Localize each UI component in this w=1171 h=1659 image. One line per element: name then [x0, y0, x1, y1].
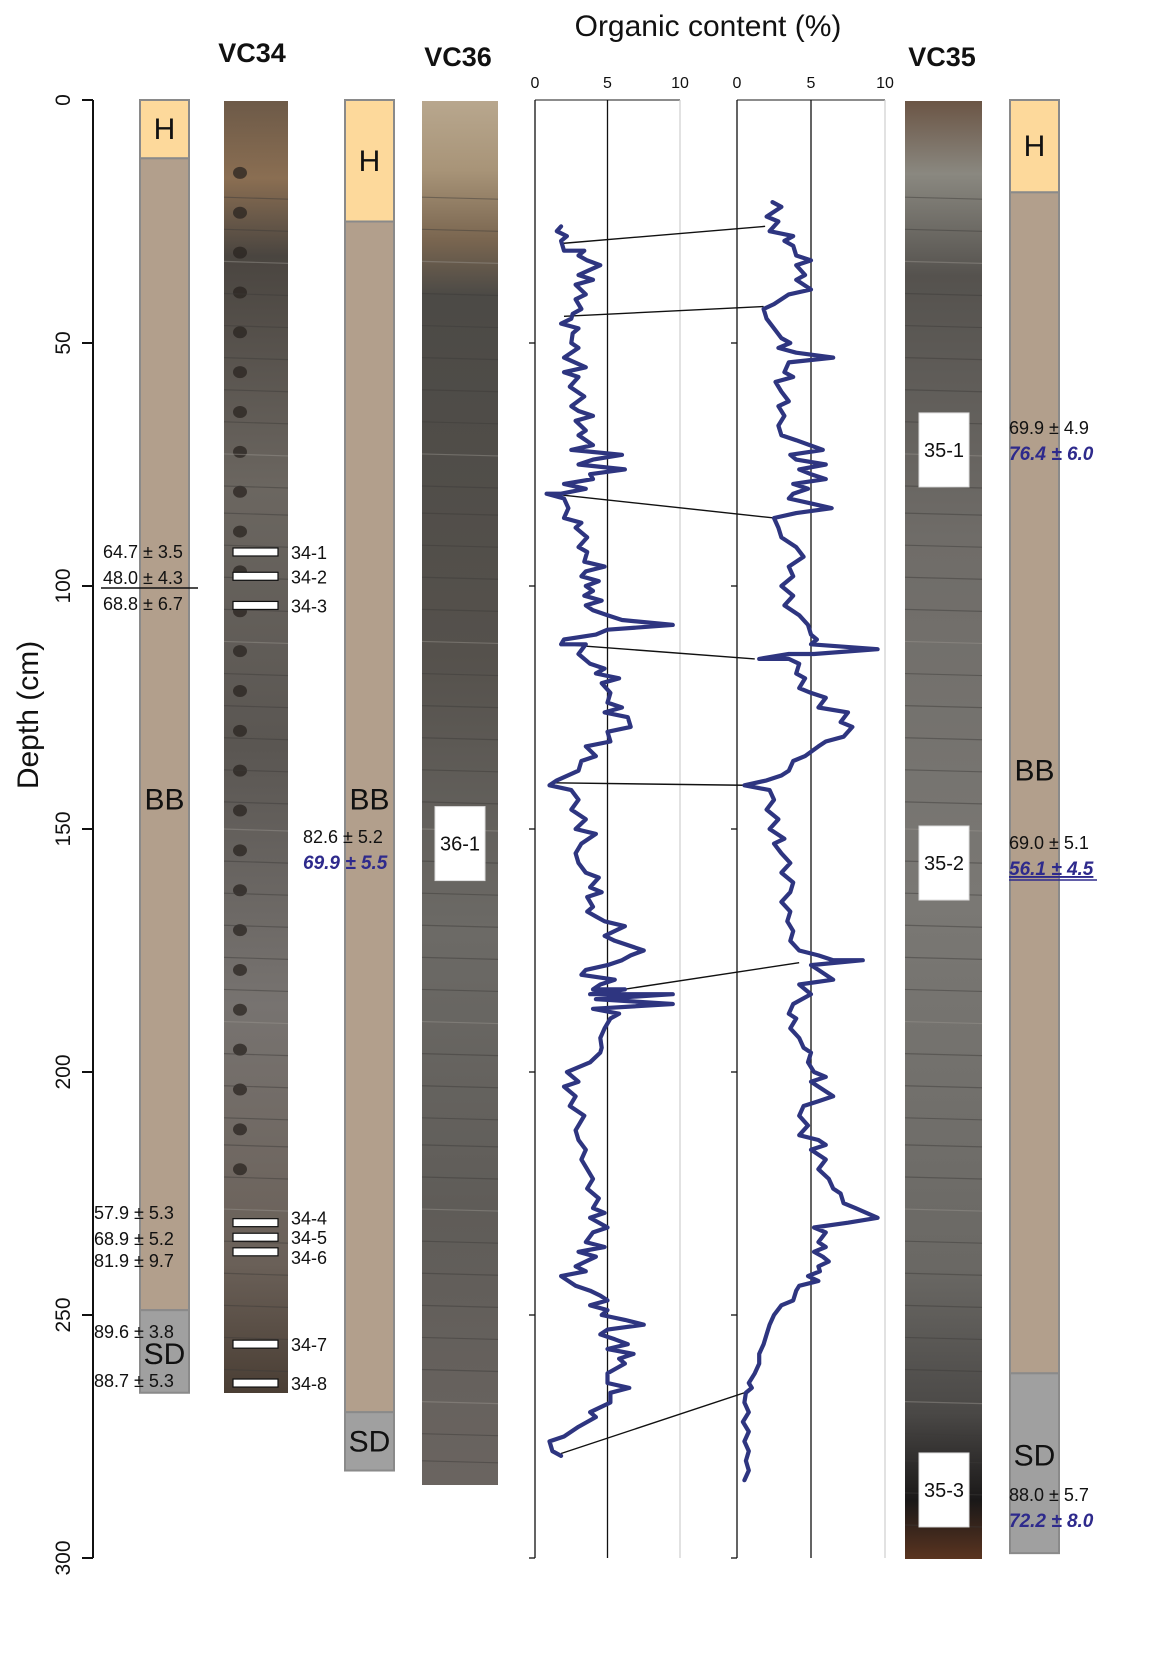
unit-block-sd	[344, 1411, 395, 1472]
annotation-vc35-a1: 69.9 ± 4.9	[1009, 418, 1089, 438]
sample-label: 34-1	[291, 543, 327, 563]
unit-block-bb	[139, 157, 190, 1312]
organic-content-curve-vc35	[740, 200, 880, 1483]
annotation-vc36-a1: 82.6 ± 5.2	[303, 827, 383, 847]
sample-label: 34-5	[291, 1228, 327, 1248]
core-title-vc34: VC34	[218, 38, 286, 68]
x-tick-label: 0	[531, 75, 540, 92]
sample-boxes: 36-1 35-1 35-2 35-3	[434, 412, 970, 1528]
unit-label-bb: BB	[349, 784, 389, 817]
unit-block-bb	[344, 220, 395, 1414]
unit-columns: H BB SD H BB SD H BB SD	[139, 99, 1060, 1555]
organic-content-curve-vc36	[544, 224, 675, 1459]
sample-label: 34-3	[291, 596, 327, 616]
annotation-vc34-b2: 68.9 ± 5.2	[94, 1229, 174, 1249]
annotation-vc34-a3: 68.8 ± 6.7	[103, 594, 183, 614]
sample-label: 34-7	[291, 1335, 327, 1355]
annotation-vc36-a2: 69.9 ± 5.5	[303, 853, 388, 874]
x-tick-label: 0	[733, 75, 742, 92]
core-photo-vc34	[224, 101, 288, 1393]
unit-label-h: H	[154, 113, 176, 146]
chart-title: Organic content (%)	[575, 10, 842, 43]
y-tick-label: 300	[52, 1540, 75, 1575]
annotation-vc34-c1: 89.6 ± 3.8	[94, 1322, 174, 1342]
tie-line	[562, 225, 766, 245]
annotation-vc34-c2: 88.7 ± 5.3	[94, 1371, 174, 1391]
annotation-vc35-b2: 56.1 ± 4.5	[1009, 859, 1094, 880]
y-tick-label: 100	[52, 568, 75, 603]
unit-block-bb	[1009, 191, 1060, 1375]
unit-label-sd: SD	[349, 1425, 391, 1458]
sample-box-label: 35-2	[924, 853, 964, 875]
sample-box	[434, 806, 486, 882]
annotation-vc35-c2: 72.2 ± 8.0	[1009, 1511, 1094, 1532]
unit-label-sd: SD	[144, 1338, 186, 1371]
y-tick-label: 250	[52, 1297, 75, 1332]
vc35-annotations: 69.9 ± 4.9 76.4 ± 6.0 69.0 ± 5.1 56.1 ± …	[1009, 418, 1097, 1532]
unit-label-sd: SD	[1014, 1440, 1056, 1473]
organic-content-panels: 0 5 10 0 5 10	[529, 75, 894, 1559]
sample-marker	[232, 571, 279, 581]
sample-box-label: 35-3	[924, 1480, 964, 1502]
x-tick-label: 5	[603, 75, 612, 92]
vc34-sample-markers: 34-1 34-2 34-3 34-434-534-6 34-7 34-8	[232, 543, 327, 1394]
annotation-vc34-b1: 57.9 ± 5.3	[94, 1203, 174, 1223]
y-tick-label: 50	[52, 331, 75, 354]
core-title-vc35: VC35	[908, 42, 976, 72]
tie-line	[623, 961, 800, 991]
x-tick-label: 5	[807, 75, 816, 92]
vc36-annotations: 82.6 ± 5.2 69.9 ± 5.5	[303, 827, 388, 874]
sample-marker	[232, 600, 279, 611]
y-axis-label: Depth (cm)	[12, 641, 45, 789]
x-tick-label: 10	[671, 75, 689, 92]
sample-label: 34-2	[291, 567, 327, 587]
vc34-annotations: 64.7 ± 3.5 48.0 ± 4.3 68.8 ± 6.7 57.9 ± …	[94, 542, 198, 1391]
sample-box	[918, 412, 970, 488]
tie-lines	[549, 225, 800, 1455]
annotation-vc34-a2: 48.0 ± 4.3	[103, 568, 183, 588]
x-tick-label: 10	[876, 75, 894, 92]
core-photo-vc36	[422, 101, 498, 1485]
unit-label-bb: BB	[1014, 754, 1054, 787]
y-tick-label: 200	[52, 1054, 75, 1089]
sample-marker	[232, 1339, 279, 1349]
unit-label-h: H	[359, 145, 381, 178]
annotation-vc35-b1: 69.0 ± 5.1	[1009, 833, 1089, 853]
unit-block-h	[344, 99, 395, 223]
sample-box-label: 35-1	[924, 440, 964, 462]
annotation-vc35-a2: 76.4 ± 6.0	[1009, 444, 1094, 465]
sample-marker	[232, 1247, 279, 1257]
unit-label-h: H	[1024, 130, 1046, 163]
unit-block-sd	[1009, 1372, 1060, 1555]
y-tick-label: 150	[52, 811, 75, 846]
core-title-vc36: VC36	[424, 42, 492, 72]
organic-content-curves	[544, 200, 880, 1483]
sample-marker	[232, 1378, 279, 1388]
annotation-vc35-c1: 88.0 ± 5.7	[1009, 1485, 1089, 1505]
sample-label: 34-8	[291, 1374, 327, 1394]
sample-box	[918, 1452, 970, 1528]
tie-line	[549, 492, 775, 519]
y-tick-label: 0	[52, 94, 75, 106]
sample-label: 34-6	[291, 1248, 327, 1268]
tie-line	[560, 1392, 745, 1455]
annotation-vc34-a1: 64.7 ± 3.5	[103, 542, 183, 562]
unit-block-sd	[139, 1309, 190, 1394]
sample-box-label: 36-1	[440, 834, 480, 856]
sample-marker	[232, 1218, 279, 1228]
sample-label: 34-4	[291, 1209, 327, 1229]
y-axis: 0 50 100 150 200 250 300 Depth (cm)	[12, 94, 94, 1576]
annotation-vc34-b3: 81.9 ± 9.7	[94, 1251, 174, 1271]
sample-marker	[232, 1232, 279, 1242]
tie-line	[561, 643, 755, 660]
tie-line	[563, 305, 764, 317]
sample-marker	[232, 547, 279, 557]
sample-box	[918, 825, 970, 901]
unit-label-bb: BB	[144, 784, 184, 817]
tie-line	[553, 782, 745, 786]
unit-block-h	[139, 99, 190, 160]
